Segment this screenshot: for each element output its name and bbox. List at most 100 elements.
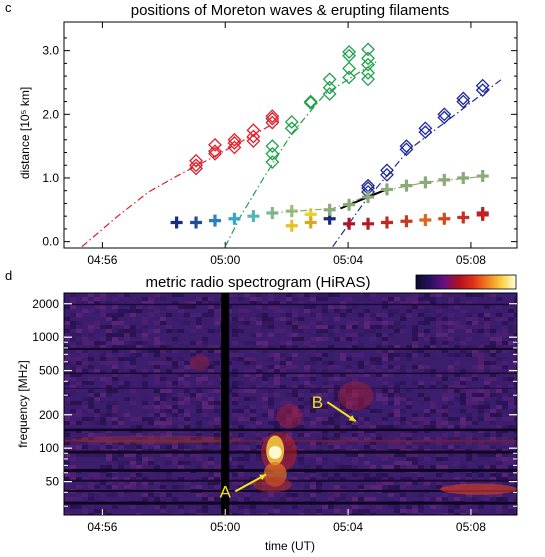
spectrogram-cell: [64, 301, 70, 305]
spectrogram-cell: [70, 401, 76, 405]
spectrogram-cell: [388, 485, 394, 489]
spectrogram-cell: [124, 329, 130, 333]
spectrogram-cell: [406, 509, 412, 513]
spectrogram-cell: [466, 421, 472, 425]
spectrogram-cell: [472, 497, 478, 501]
spectrogram-cell: [166, 329, 172, 333]
spectrogram-cell: [214, 301, 220, 305]
spectrogram-cell: [466, 425, 472, 429]
bottom-y-tick-label: 100: [39, 441, 59, 455]
spectrogram-cell: [370, 393, 376, 397]
spectrogram-cell: [400, 353, 406, 357]
spectrogram-cell: [382, 433, 388, 437]
spectrogram-cell: [310, 389, 316, 393]
spectrogram-cell: [394, 297, 400, 301]
spectrogram-cell: [466, 473, 472, 477]
spectrogram-cell: [82, 353, 88, 357]
spectrogram-cell: [154, 341, 160, 345]
spectrogram-cell: [238, 433, 244, 437]
spectrogram-cell: [88, 433, 94, 437]
spectrogram-cell: [286, 301, 292, 305]
spectrogram-cell: [292, 321, 298, 325]
spectrogram-cell: [178, 485, 184, 489]
spectrogram-cell: [412, 365, 418, 369]
spectrogram-cell: [406, 301, 412, 305]
spectrogram-cell: [172, 317, 178, 321]
spectrogram-cell: [346, 365, 352, 369]
spectrogram-cell: [112, 305, 118, 309]
diamond-marker: [265, 109, 280, 124]
spectrogram-cell: [160, 401, 166, 405]
spectrogram-cell: [370, 337, 376, 341]
spectrogram-cell: [346, 297, 352, 301]
spectrogram-cell: [100, 413, 106, 417]
spectrogram-cell: [310, 305, 316, 309]
spectrogram-cell: [262, 313, 268, 317]
diamond-marker: [342, 48, 357, 63]
spectrogram-cell: [478, 313, 484, 317]
spectrogram-cell: [238, 417, 244, 421]
spectrogram-cell: [82, 409, 88, 413]
spectrogram-cell: [178, 409, 184, 413]
spectrogram-cell: [394, 313, 400, 317]
spectrogram-cell: [214, 437, 220, 441]
spectrogram-cell: [358, 309, 364, 313]
spectrogram-cell: [442, 497, 448, 501]
spectrogram-cell: [358, 413, 364, 417]
spectrogram-cell: [448, 513, 454, 515]
spectrogram-cell: [382, 401, 388, 405]
spectrogram-cell: [232, 305, 238, 309]
spectrogram-cell: [88, 397, 94, 401]
spectrogram-cell: [262, 377, 268, 381]
spectrogram-cell: [430, 357, 436, 361]
spectrogram-cell: [454, 417, 460, 421]
spectrogram-cell: [172, 437, 178, 441]
spectrogram-cell: [64, 461, 70, 465]
spectrogram-cell: [478, 405, 484, 409]
spectrogram-cell: [292, 389, 298, 393]
spectrogram-cell: [130, 389, 136, 393]
spectrogram-cell: [94, 453, 100, 457]
spectrogram-cell: [160, 413, 166, 417]
spectrogram-cell: [478, 445, 484, 449]
spectrogram-cell: [208, 405, 214, 409]
spectrogram-cell: [448, 353, 454, 357]
spectrogram-cell: [292, 369, 298, 373]
spectrogram-cell: [316, 337, 322, 341]
spectrogram-cell: [238, 409, 244, 413]
spectrogram-cell: [208, 461, 214, 465]
spectrogram-cell: [448, 297, 454, 301]
spectrogram-cell: [184, 453, 190, 457]
spectrogram-cell: [76, 477, 82, 481]
spectrogram-cell: [184, 317, 190, 321]
spectrogram-cell: [376, 425, 382, 429]
spectrogram-cell: [430, 309, 436, 313]
spectrogram-cell: [304, 293, 310, 297]
spectrogram-cell: [106, 473, 112, 477]
spectrogram-cell: [100, 445, 106, 449]
spectrogram-cell: [406, 297, 412, 301]
spectrogram-cell: [124, 309, 130, 313]
spectrogram-cell: [364, 361, 370, 365]
spectrogram-cell: [328, 365, 334, 369]
spectrogram-cell: [436, 313, 442, 317]
spectrogram-cell: [250, 437, 256, 441]
spectrogram-cell: [436, 305, 442, 309]
spectrogram-cell: [136, 461, 142, 465]
spectrogram-cell: [502, 417, 508, 421]
spectrogram-cell: [346, 345, 352, 349]
colorbar: [415, 274, 517, 290]
spectrogram-cell: [88, 513, 94, 515]
spectrogram-cell: [112, 453, 118, 457]
spectrogram-cell: [100, 457, 106, 461]
spectrogram-cell: [436, 453, 442, 457]
spectrogram-cell: [166, 433, 172, 437]
spectrogram-cell: [418, 441, 424, 445]
spectrogram-cell: [502, 329, 508, 333]
spectrogram-cell: [496, 477, 502, 481]
spectrogram-cell: [454, 301, 460, 305]
spectrogram-cell: [460, 493, 466, 497]
spectrogram-cell: [412, 393, 418, 397]
spectrogram-cell: [190, 381, 196, 385]
spectrogram-cell: [508, 473, 514, 477]
